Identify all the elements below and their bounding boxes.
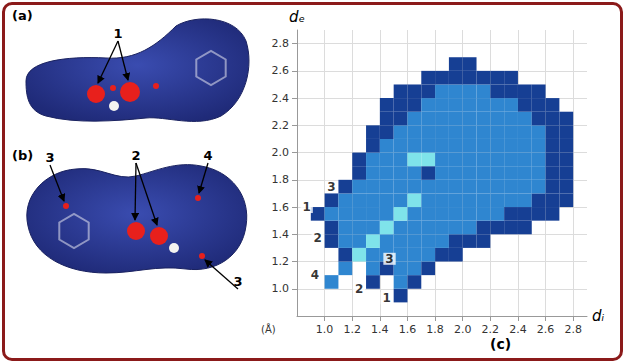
svg-text:2.8: 2.8: [272, 37, 290, 50]
svg-text:(a): (a): [12, 8, 33, 23]
svg-text:dₑ: dₑ: [289, 8, 305, 26]
svg-text:2.6: 2.6: [272, 64, 290, 77]
svg-text:1.0: 1.0: [272, 282, 290, 295]
svg-text:2.0: 2.0: [454, 323, 472, 336]
svg-text:1: 1: [113, 26, 122, 41]
svg-text:2: 2: [314, 231, 322, 245]
svg-text:4: 4: [203, 148, 212, 163]
svg-text:2.0: 2.0: [272, 146, 290, 159]
svg-text:1.2: 1.2: [272, 255, 290, 268]
svg-text:(Å): (Å): [261, 323, 276, 335]
svg-text:2.2: 2.2: [272, 119, 290, 132]
svg-text:3: 3: [233, 274, 242, 289]
svg-text:1.6: 1.6: [399, 323, 417, 336]
svg-text:2.4: 2.4: [509, 323, 527, 336]
svg-text:1.8: 1.8: [426, 323, 444, 336]
svg-text:3: 3: [385, 252, 393, 266]
svg-text:1: 1: [383, 291, 391, 305]
svg-text:dᵢ: dᵢ: [592, 307, 605, 325]
svg-text:(c): (c): [490, 336, 511, 352]
svg-text:1.2: 1.2: [343, 323, 361, 336]
svg-text:2.2: 2.2: [482, 323, 500, 336]
svg-text:4: 4: [311, 268, 319, 282]
svg-text:1: 1: [302, 200, 310, 214]
svg-text:1.6: 1.6: [272, 201, 290, 214]
svg-text:2.6: 2.6: [537, 323, 555, 336]
svg-text:1.4: 1.4: [272, 228, 290, 241]
svg-text:1.8: 1.8: [272, 173, 290, 186]
svg-text:2.8: 2.8: [564, 323, 582, 336]
svg-text:1.0: 1.0: [316, 323, 334, 336]
svg-text:1.4: 1.4: [371, 323, 389, 336]
svg-text:(b): (b): [12, 148, 33, 163]
svg-text:2: 2: [131, 148, 140, 163]
svg-text:2: 2: [355, 282, 363, 296]
svg-text:2.4: 2.4: [272, 92, 290, 105]
svg-text:3: 3: [327, 180, 335, 194]
svg-text:3: 3: [45, 150, 54, 165]
